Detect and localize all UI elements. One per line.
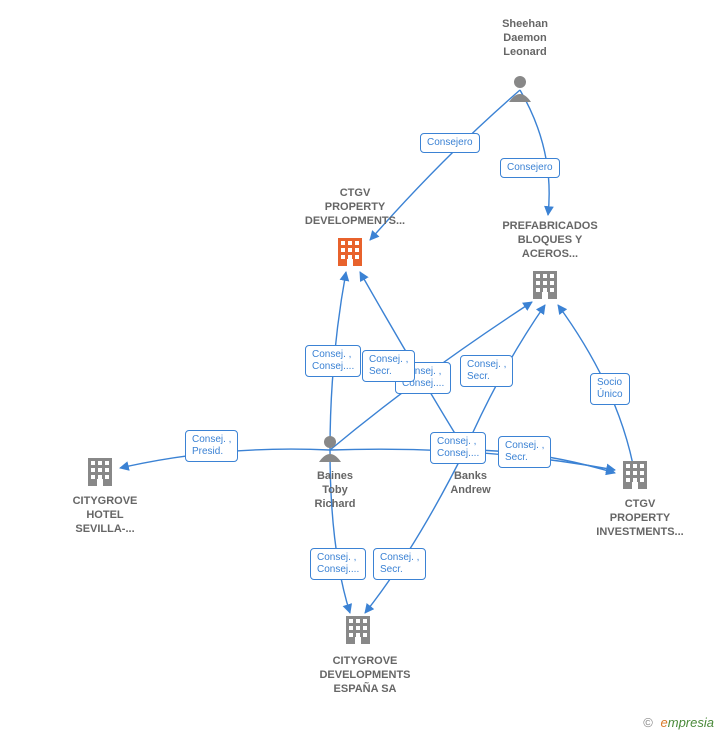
edge-label[interactable]: Consejero [500, 158, 560, 178]
node-label[interactable]: CITYGROVE HOTEL SEVILLA-... [60, 495, 150, 536]
edge-label[interactable]: Consej. , Secr. [460, 355, 513, 387]
footer-attribution: © empresia [643, 715, 714, 730]
node-label[interactable]: CTGV PROPERTY INVESTMENTS... [575, 498, 705, 539]
node-label[interactable]: PREFABRICADOS BLOQUES Y ACEROS... [485, 220, 615, 261]
edge-label[interactable]: Consej. , Consej.... [310, 548, 366, 580]
edge-label[interactable]: Consej. , Secr. [373, 548, 426, 580]
edge-label[interactable]: Consej. , Secr. [498, 436, 551, 468]
edge-label[interactable]: Consej. , Consej.... [305, 345, 361, 377]
brand-initial: e [661, 715, 668, 730]
building-icon[interactable] [338, 238, 362, 266]
node-label[interactable]: Sheehan Daemon Leonard [485, 18, 565, 59]
building-icon[interactable] [623, 461, 647, 489]
edge-label[interactable]: Socio Único [590, 373, 630, 405]
edge-label[interactable]: Consejero [420, 133, 480, 153]
building-icon[interactable] [533, 271, 557, 299]
edge-label[interactable]: Consej. , Presid. [185, 430, 238, 462]
person-icon[interactable] [509, 76, 531, 102]
copyright-symbol: © [643, 715, 653, 730]
brand-rest: mpresia [668, 715, 714, 730]
graph-edge [520, 90, 549, 215]
node-label[interactable]: CITYGROVE DEVELOPMENTS ESPAÑA SA [300, 655, 430, 696]
building-icon[interactable] [88, 458, 112, 486]
edge-label[interactable]: Consej. , Consej.... [430, 432, 486, 464]
node-label[interactable]: Baines Toby Richard [300, 470, 370, 511]
node-label[interactable]: Banks Andrew [438, 470, 503, 498]
node-label[interactable]: CTGV PROPERTY DEVELOPMENTS... [285, 187, 425, 228]
building-icon[interactable] [346, 616, 370, 644]
edge-label[interactable]: Consej. , Secr. [362, 350, 415, 382]
